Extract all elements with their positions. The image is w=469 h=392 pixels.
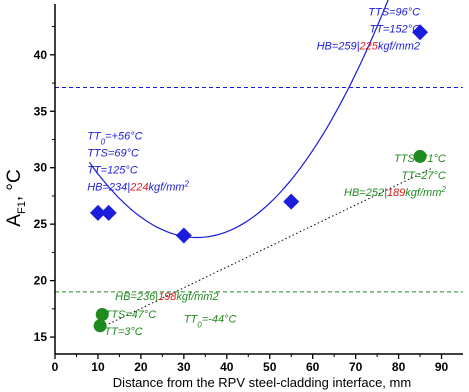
annotation-a4: HB=236|198kgf/mm2 [115, 291, 218, 303]
x-tick-label-60: 60 [306, 360, 320, 374]
annotation-a1-text: TT=152°C [369, 23, 420, 35]
y-tick-label-25: 25 [34, 217, 48, 231]
y-axis-title-subscript: F1 [16, 201, 28, 214]
x-axis-title: Distance from the RPV steel-cladding int… [113, 375, 411, 390]
y-axis-title-unit: , °C [4, 169, 25, 201]
x-tick-label-20: 20 [134, 360, 148, 374]
x-tick-label-0: 0 [52, 360, 59, 374]
annotation-a5-text: TTS=47°C [104, 309, 156, 321]
data-points [89, 24, 429, 333]
annotation-a3: TTS=71°C TT=27°C HB=252|189kgf/mm2 [344, 153, 446, 199]
reference-lines [55, 87, 463, 293]
annotation-a2-text: TTS=69°C [87, 147, 139, 159]
annotation-a6-text: =-44°C [202, 313, 237, 325]
annotation-a3-text: HB=252| [344, 187, 387, 199]
circle-point-0 [93, 319, 107, 333]
y-tick-label-15: 15 [34, 330, 48, 344]
annotation-a2-text: kgf/mm [148, 181, 184, 193]
annotation-a2-text: 224 [129, 181, 148, 193]
annotation-a3-text: TT=27°C [401, 170, 445, 182]
circle-point-1 [95, 307, 109, 321]
annotation-a1-text: 225 [359, 40, 379, 52]
annotation-a2-text: 0 [101, 137, 106, 146]
diamond-point-4 [412, 24, 429, 41]
diamond-point-1 [100, 204, 117, 221]
annotation-a3-text: 2 [440, 185, 446, 194]
y-tick-label-20: 20 [34, 274, 48, 288]
circle-point-2 [413, 149, 427, 163]
annotation-a3-text: TTS=71°C [394, 153, 446, 165]
annotation-a3-text: 189 [387, 187, 405, 199]
x-tick-label-90: 90 [435, 360, 449, 374]
annotation-a4-text: kgf/mm2 [176, 291, 218, 303]
annotation-a1: TTS=96°C TT=152°C HB=259|225kgf/mm2 [317, 6, 421, 52]
y-axis-title: AF1, °C [4, 169, 28, 226]
annotation-a2-text: TT=125°C [87, 164, 138, 176]
annotation-a1-text: HB=259| [317, 40, 360, 52]
annotation-a2-text: TT [87, 130, 102, 142]
y-tick-label-35: 35 [34, 104, 48, 118]
x-tick-label-80: 80 [392, 360, 406, 374]
fit-curves [88, 0, 434, 330]
annotation-a3-text: kgf/mm [405, 187, 441, 199]
annotation-a2-text: HB=234| [87, 181, 130, 193]
y-axis-title-symbol: A [4, 214, 25, 227]
annotation-a2-text: =+56°C [105, 130, 142, 142]
annotation-a2: TT0=+56°C TTS=69°C TT=125°C HB=234|224kgf/m… [87, 130, 189, 193]
fit-curve-quadratic [88, 0, 389, 239]
x-tick-label-50: 50 [263, 360, 277, 374]
annotations: TTS=96°C TT=152°C HB=259|225kgf/mm2TT0=+56… [87, 6, 446, 338]
y-tick-label-40: 40 [34, 48, 48, 62]
x-tick-label-30: 30 [177, 360, 191, 374]
annotation-a5-text: TT=3°C [104, 326, 142, 338]
annotation-a2-text: 2 [184, 179, 190, 188]
annotation-a6-text: TT [184, 313, 199, 325]
annotation-a6-text: 0 [197, 320, 202, 329]
x-tick-label-40: 40 [220, 360, 234, 374]
annotation-a5: TTS=47°C TT=3°C [104, 309, 156, 338]
annotation-a1-text: TTS=96°C [368, 6, 420, 18]
annotation-a6: TT0=-44°C [184, 313, 237, 329]
diamond-point-0 [89, 204, 106, 221]
diamond-point-3 [283, 193, 300, 210]
annotation-a4-text: HB=236| [115, 291, 158, 303]
diamond-point-2 [175, 227, 192, 244]
annotation-a4-text: 198 [158, 291, 177, 303]
annotation-a1-text: kgf/mm2 [378, 40, 420, 52]
y-tick-label-30: 30 [34, 161, 48, 175]
x-tick-label-70: 70 [349, 360, 363, 374]
x-tick-label-10: 10 [91, 360, 105, 374]
